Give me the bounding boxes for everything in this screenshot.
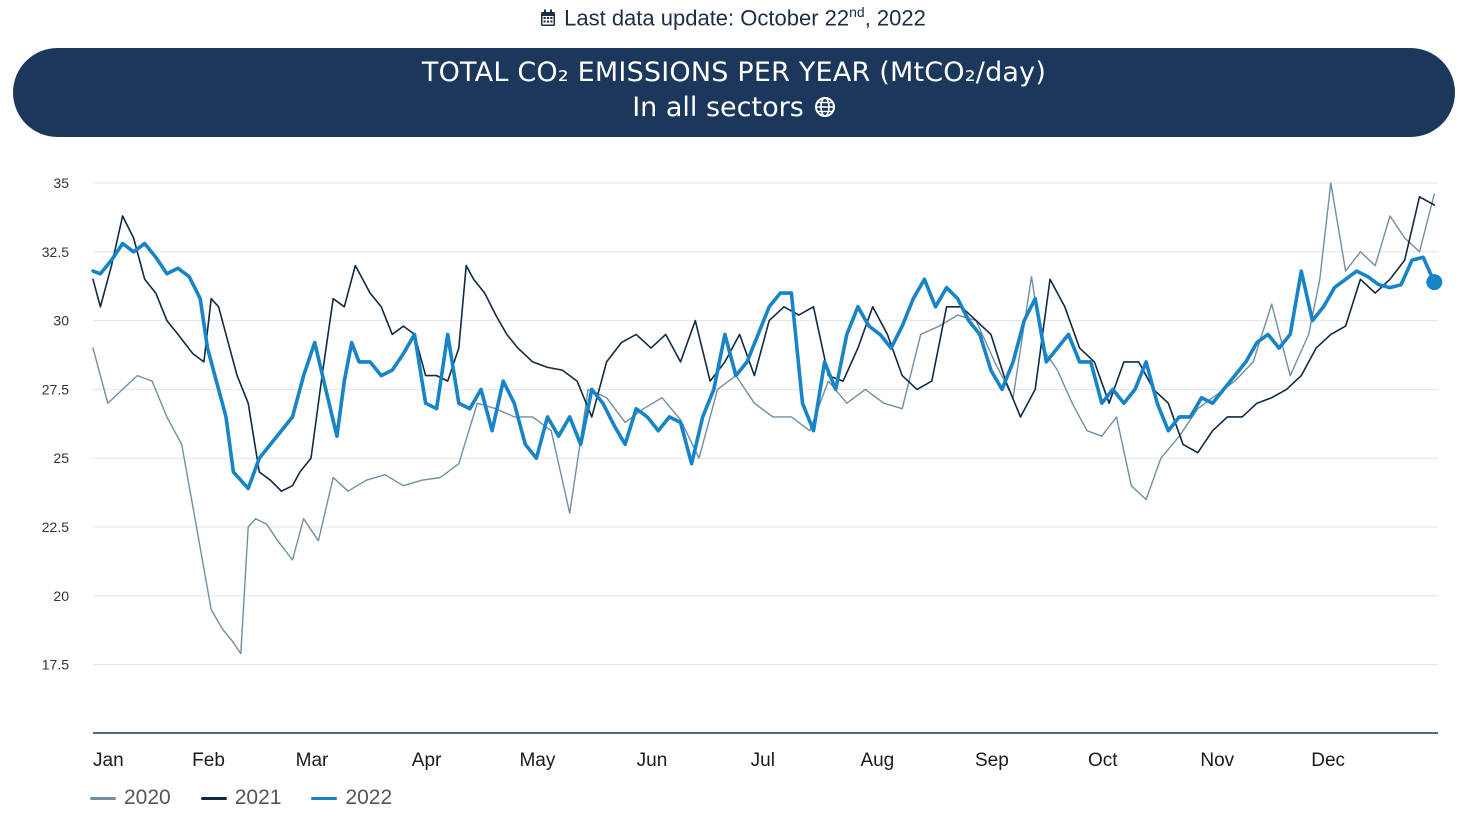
legend-swatch [90, 796, 116, 800]
y-tick-label: 30 [53, 313, 69, 329]
x-tick-label: Sep [975, 750, 1009, 771]
x-tick-label: Apr [412, 750, 442, 771]
latest-point-marker[interactable] [1426, 274, 1443, 291]
chart-title: TOTAL CO₂ EMISSIONS PER YEAR (MtCO₂/day) [421, 57, 1047, 88]
legend-swatch [311, 796, 338, 800]
x-tick-label: May [519, 750, 555, 771]
gridlines [93, 182, 1438, 666]
calendar-icon [541, 9, 556, 27]
chart-subtitle-row: In all sectors [13, 92, 1455, 123]
legend-label: 2021 [234, 786, 282, 809]
legend-label: 2020 [124, 786, 171, 809]
y-tick-label: 20 [53, 588, 69, 604]
x-tick-label: Jan [93, 750, 124, 771]
x-tick-label: Aug [860, 750, 894, 771]
last-update-line: Last data update: October 22nd, 2022 [0, 4, 1466, 31]
y-tick-label: 22.5 [42, 519, 69, 535]
chart-legend: 2020 2021 2022 [90, 786, 392, 810]
y-tick-label: 32.5 [42, 244, 69, 260]
legend-swatch [200, 796, 227, 800]
legend-item-2022[interactable]: 2022 [311, 786, 392, 810]
x-tick-label: Mar [296, 750, 329, 771]
x-tick-label: Oct [1088, 750, 1118, 771]
emissions-line-chart: 35 32.5 30 27.5 25 22.5 20 17.5 Jan Feb Mar Apr May… [42, 175, 1443, 771]
chart-subtitle: In all sectors [632, 92, 804, 123]
y-tick-label: 35 [53, 175, 69, 191]
series-line-2020 [92, 182, 1435, 655]
x-axis-ticks: Jan Feb Mar Apr May Jun Jul Aug Sep Oct Nov Dec [93, 750, 1345, 771]
last-update-text: Last data update: October 22 [564, 5, 850, 31]
x-tick-label: Nov [1200, 750, 1234, 771]
x-tick-label: Feb [192, 750, 225, 771]
last-update-year: , 2022 [864, 5, 926, 31]
legend-item-2020[interactable]: 2020 [90, 786, 171, 810]
series-line-2022 [91, 241, 1437, 491]
legend-label: 2022 [345, 786, 393, 809]
x-tick-label: Jul [751, 750, 775, 771]
chart-title-banner: TOTAL CO₂ EMISSIONS PER YEAR (MtCO₂/day)… [13, 48, 1455, 137]
last-update-suffix: nd [849, 4, 865, 20]
series-lines [91, 182, 1443, 655]
x-tick-label: Dec [1311, 750, 1345, 771]
globe-icon [814, 97, 835, 117]
y-axis-ticks: 35 32.5 30 27.5 25 22.5 20 17.5 [42, 175, 69, 673]
y-tick-label: 25 [53, 450, 69, 466]
x-tick-label: Jun [637, 750, 668, 771]
y-tick-label: 27.5 [42, 381, 69, 397]
series-line-2021 [92, 196, 1436, 492]
y-tick-label: 17.5 [42, 657, 69, 673]
legend-item-2021[interactable]: 2021 [200, 786, 282, 810]
